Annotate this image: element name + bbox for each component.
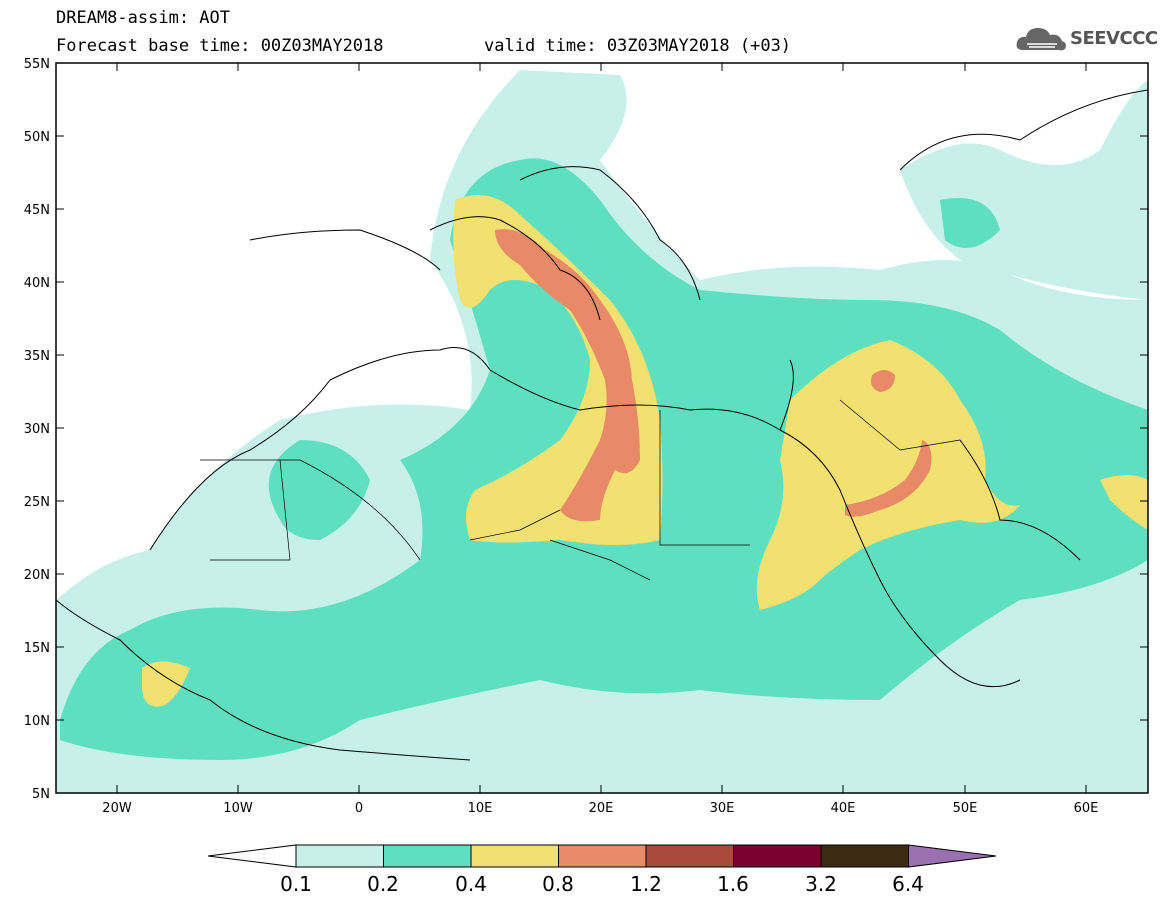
lon-label-30e: 30E — [710, 801, 735, 816]
lat-label-35n: 35N — [24, 349, 50, 364]
colorbar-under-arrow — [207, 844, 297, 868]
coastlines — [56, 89, 1148, 761]
seevccc-logo: SEEVCCC — [1015, 22, 1158, 58]
colorbar-label-2: 0.2 — [367, 872, 399, 896]
colorbar-swatch-1 — [295, 844, 384, 868]
lat-label-50n: 50N — [24, 130, 50, 145]
colorbar-label-4: 0.8 — [542, 872, 574, 896]
colorbar-label-6: 1.6 — [717, 872, 749, 896]
lon-label-20e: 20E — [589, 801, 614, 816]
logo-text: SEEVCCC — [1070, 28, 1158, 49]
colorbar-label-8: 6.4 — [892, 872, 924, 896]
map-title: DREAM8-assim: AOT — [56, 8, 230, 28]
lat-label-45n: 45N — [24, 203, 50, 218]
colorbar-swatch-3 — [470, 844, 559, 868]
colorbar — [207, 844, 997, 868]
lon-label-60e: 60E — [1074, 801, 1099, 816]
lat-label-25n: 25N — [24, 495, 50, 510]
colorbar-swatch-4 — [558, 844, 647, 868]
valid-time-label: valid time: 03Z03MAY2018 (+03) — [484, 36, 792, 56]
lon-label-10e: 10E — [468, 801, 493, 816]
colorbar-label-5: 1.2 — [630, 872, 662, 896]
colorbar-swatch-2 — [383, 844, 472, 868]
colorbar-label-1: 0.1 — [280, 872, 312, 896]
colorbar-swatch-6 — [733, 844, 822, 868]
lon-ticks — [116, 63, 1087, 793]
aot-contours — [56, 70, 1148, 793]
colorbar-swatch-5 — [645, 844, 734, 868]
lon-label-50e: 50E — [953, 801, 978, 816]
lon-label-20w: 20W — [102, 801, 132, 816]
lat-label-15n: 15N — [24, 641, 50, 656]
lat-ticks — [56, 62, 1148, 721]
aot-band-0-8 — [495, 229, 932, 522]
lon-label-0: 0 — [355, 801, 363, 816]
lat-label-40n: 40N — [24, 276, 50, 291]
colorbar-label-3: 0.4 — [455, 872, 487, 896]
base-time-label: Forecast base time: 00Z03MAY2018 — [56, 36, 384, 56]
colorbar-label-7: 3.2 — [805, 872, 837, 896]
colorbar-swatch-7 — [820, 844, 909, 868]
lat-label-10n: 10N — [24, 714, 50, 729]
cloud-icon — [1016, 28, 1066, 51]
lat-label-30n: 30N — [24, 422, 50, 437]
lat-label-20n: 20N — [24, 568, 50, 583]
lon-label-40e: 40E — [831, 801, 856, 816]
lon-label-10w: 10W — [223, 801, 253, 816]
lat-label-55n: 55N — [24, 57, 50, 72]
lat-label-5n: 5N — [32, 787, 50, 802]
colorbar-over-arrow — [908, 844, 997, 868]
country-borders — [200, 399, 961, 581]
